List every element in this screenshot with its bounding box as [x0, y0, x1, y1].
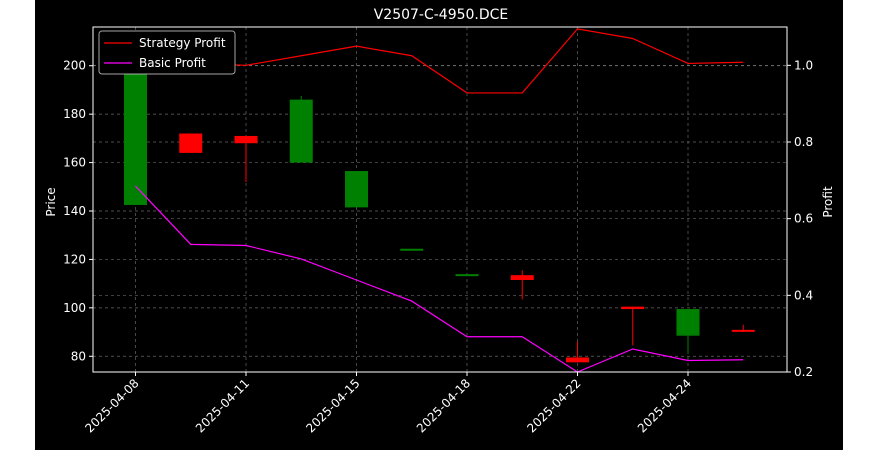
candle-body: [455, 274, 479, 277]
line-layer: [135, 28, 744, 373]
y-left-tick-label: 200: [63, 59, 86, 73]
candle-body: [289, 99, 313, 163]
y-right-tick-label: 0.2: [794, 365, 813, 379]
candle-body: [179, 133, 203, 153]
legend-strategy-label: Strategy Profit: [139, 36, 226, 50]
candle-body: [234, 135, 258, 144]
y-right-tick-label: 0.8: [794, 135, 813, 149]
y-right-tick-label: 0.6: [794, 212, 813, 226]
candle-body: [566, 357, 589, 363]
legend-basic-label: Basic Profit: [139, 56, 206, 70]
basic-profit-line: [135, 185, 744, 373]
y-left-tick-label: 160: [63, 156, 86, 170]
candle-body: [345, 171, 368, 208]
legend-box: [98, 30, 236, 75]
candle-body: [731, 329, 755, 332]
y-left-tick-label: 180: [63, 107, 86, 121]
y-right-tick-label: 1.0: [794, 58, 813, 72]
candle-body: [510, 275, 534, 280]
y-left-tick-label: 80: [71, 349, 86, 363]
candle-body: [124, 41, 147, 205]
plot-frame: [92, 26, 788, 373]
y-axis-left-label: Price: [44, 187, 58, 216]
y-left-tick-label: 140: [63, 204, 86, 218]
candle-body: [621, 306, 645, 310]
y-right-tick-label: 0.4: [794, 288, 813, 302]
chart-title: V2507-C-4950.DCE: [374, 7, 509, 23]
y-axis-right-label: Profit: [821, 186, 835, 218]
candle-body: [400, 248, 424, 251]
y-left-tick-label: 100: [63, 301, 86, 315]
y-left-tick-label: 120: [63, 252, 86, 266]
grid-layer: [93, 27, 787, 373]
figure-background: [35, 0, 843, 450]
legend: Strategy Profit Basic Profit: [98, 30, 236, 75]
candle-body: [676, 309, 700, 336]
strategy-profit-line: [135, 28, 744, 94]
